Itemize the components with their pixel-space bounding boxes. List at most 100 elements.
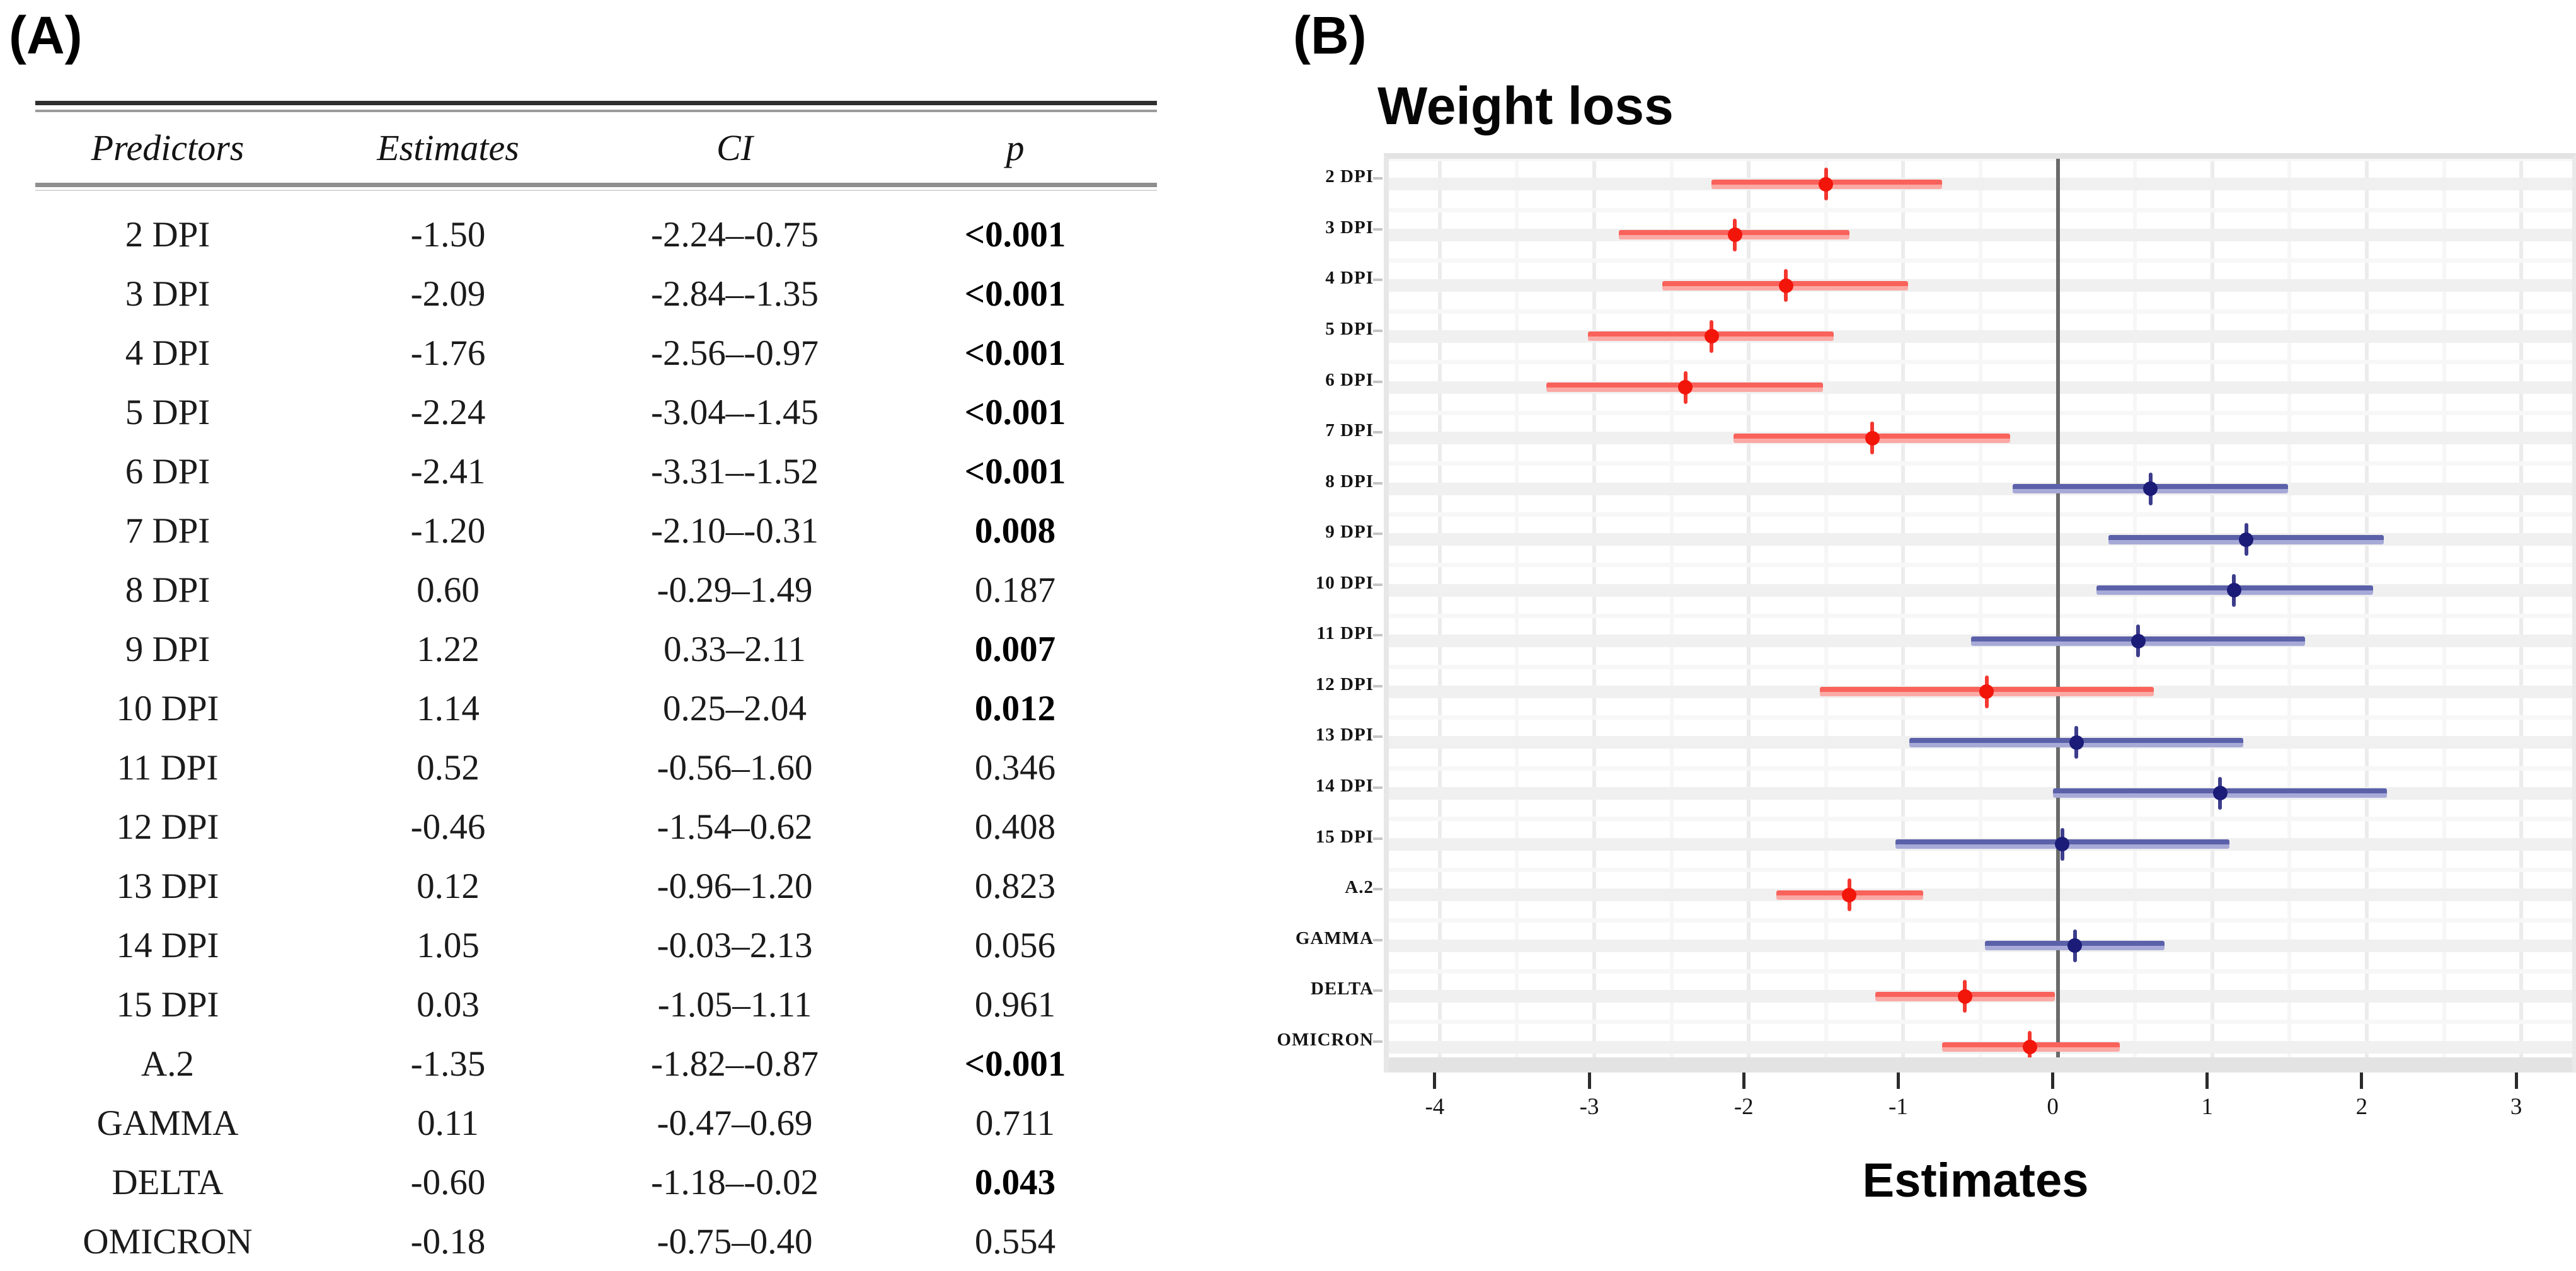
x-axis-tick — [1742, 1073, 1745, 1089]
cell-p-value: 0.008 — [974, 510, 1056, 551]
cell-ci: -2.10–-0.31 — [651, 510, 819, 551]
x-axis-tick-label: -2 — [1734, 1094, 1754, 1120]
table-row: 12 DPI -0.46 -1.54–0.62 0.408 — [35, 797, 1157, 856]
cell-predictor: 14 DPI — [116, 925, 219, 965]
cell-estimate: 0.12 — [417, 866, 480, 906]
estimate-point — [2022, 1040, 2037, 1055]
y-axis-label: 14 DPI — [1315, 775, 1374, 796]
y-axis-label: 13 DPI — [1315, 725, 1374, 745]
y-axis-tick — [1373, 634, 1383, 637]
cell-p-value: 0.187 — [974, 570, 1056, 610]
y-axis-label: 8 DPI — [1325, 471, 1374, 492]
cell-predictor: 7 DPI — [125, 510, 210, 551]
x-axis-label: Estimates — [1862, 1154, 2089, 1207]
cell-p-value: 0.043 — [974, 1162, 1056, 1202]
cell-predictor: GAMMA — [96, 1103, 239, 1143]
cell-estimate: -0.46 — [410, 807, 486, 847]
cell-estimate: 0.03 — [417, 984, 480, 1025]
cell-p-value: 0.056 — [974, 925, 1056, 965]
table-row: 6 DPI -2.41 -3.31–-1.52 <0.001 — [35, 442, 1157, 501]
gridline-y-minor — [1389, 614, 2572, 618]
estimate-point — [2069, 735, 2084, 750]
gridline-y-minor — [1389, 969, 2572, 974]
cell-ci: -2.84–-1.35 — [651, 273, 819, 314]
cell-estimate: -1.50 — [410, 214, 486, 255]
x-axis-tick-label: 2 — [2355, 1094, 2368, 1120]
y-axis-label: DELTA — [1310, 979, 1374, 999]
gridline-y-minor — [1389, 258, 2572, 263]
gridline-y-minor — [1389, 766, 2572, 771]
table-row: 8 DPI 0.60 -0.29–1.49 0.187 — [35, 560, 1157, 619]
cell-p-value: 0.346 — [974, 747, 1056, 788]
cell-ci: -2.24–-0.75 — [651, 214, 819, 255]
cell-predictor: 5 DPI — [125, 392, 210, 432]
cell-estimate: 1.14 — [417, 688, 480, 728]
gridline-y-minor — [1389, 159, 2572, 161]
gridline-y-minor — [1389, 512, 2572, 517]
y-axis-label: 3 DPI — [1325, 217, 1374, 238]
estimate-point — [2212, 786, 2228, 801]
y-axis-tick — [1373, 431, 1383, 434]
cell-ci: -3.04–-1.45 — [651, 392, 819, 432]
cell-p-value: <0.001 — [964, 451, 1066, 492]
gridline-y-minor — [1389, 664, 2572, 669]
cell-estimate: -0.18 — [410, 1221, 486, 1262]
cell-estimate: 0.11 — [417, 1103, 479, 1143]
cell-p-value: <0.001 — [964, 392, 1066, 432]
cell-p-value: <0.001 — [964, 333, 1066, 373]
cell-predictor: 15 DPI — [116, 984, 219, 1025]
y-axis-tick — [1373, 532, 1383, 536]
cell-predictor: 4 DPI — [125, 333, 210, 373]
table-body: 2 DPI -1.50 -2.24–-0.75 <0.001 3 DPI -2.09 -2.… — [35, 191, 1157, 1271]
estimate-point — [2226, 583, 2241, 598]
cell-ci: 0.25–2.04 — [663, 688, 807, 728]
gridline-y-minor — [1389, 207, 2572, 212]
y-axis-label: 9 DPI — [1325, 522, 1374, 543]
x-axis-tick — [1587, 1073, 1591, 1089]
cell-predictor: 6 DPI — [125, 451, 210, 492]
panel-b-label: (B) — [1293, 6, 1367, 65]
table-row: 9 DPI 1.22 0.33–2.11 0.007 — [35, 619, 1157, 679]
cell-predictor: 13 DPI — [116, 866, 219, 906]
x-axis-tick-label: 0 — [2047, 1094, 2059, 1120]
y-axis-tick — [1373, 837, 1383, 840]
x-axis-tick — [1896, 1073, 1900, 1089]
gridline-y-minor — [1389, 715, 2572, 720]
forest-plot-area — [1389, 159, 2572, 1073]
x-axis-tick — [2051, 1073, 2055, 1089]
table-row: 14 DPI 1.05 -0.03–2.13 0.056 — [35, 916, 1157, 975]
cell-estimate: -2.41 — [410, 451, 486, 492]
cell-estimate: 0.52 — [417, 747, 480, 788]
table-row: 5 DPI -2.24 -3.04–-1.45 <0.001 — [35, 382, 1157, 442]
cell-ci: -0.03–2.13 — [657, 925, 813, 965]
x-axis-tick-label: -1 — [1888, 1094, 1908, 1120]
x-axis-tick-label: 1 — [2201, 1094, 2214, 1120]
y-axis-tick — [1373, 989, 1383, 992]
cell-estimate: 1.05 — [417, 925, 480, 965]
row-stripe — [1389, 889, 2572, 902]
x-axis-tick-label: -3 — [1579, 1094, 1599, 1120]
estimate-point — [1678, 380, 1693, 394]
estimate-point — [1865, 430, 1880, 446]
y-axis-label: 12 DPI — [1315, 674, 1374, 694]
chart-title: Weight loss — [1377, 76, 1674, 135]
table-row: OMICRON -0.18 -0.75–0.40 0.554 — [35, 1212, 1157, 1271]
table-row: 11 DPI 0.52 -0.56–1.60 0.346 — [35, 738, 1157, 797]
cell-p-value: 0.711 — [975, 1103, 1055, 1143]
cell-predictor: OMICRON — [83, 1221, 253, 1262]
regression-table: Predictors Estimates CI p 2 DPI -1.50 -2.24–-… — [35, 101, 1157, 1271]
cell-predictor: 3 DPI — [125, 273, 210, 314]
estimate-point — [1727, 227, 1742, 243]
cell-p-value: 0.012 — [974, 688, 1056, 728]
cell-ci: -1.05–1.11 — [657, 984, 812, 1025]
cell-ci: -1.54–0.62 — [657, 807, 813, 847]
cell-estimate: -1.76 — [410, 333, 486, 373]
gridline-y-minor — [1389, 817, 2572, 822]
y-axis-tick — [1373, 938, 1383, 941]
y-axis-label: 2 DPI — [1325, 166, 1374, 187]
y-axis-tick — [1373, 735, 1383, 739]
cell-ci: -0.47–0.69 — [657, 1103, 813, 1143]
estimate-point — [1957, 989, 1972, 1004]
x-axis-tick — [2205, 1073, 2209, 1089]
